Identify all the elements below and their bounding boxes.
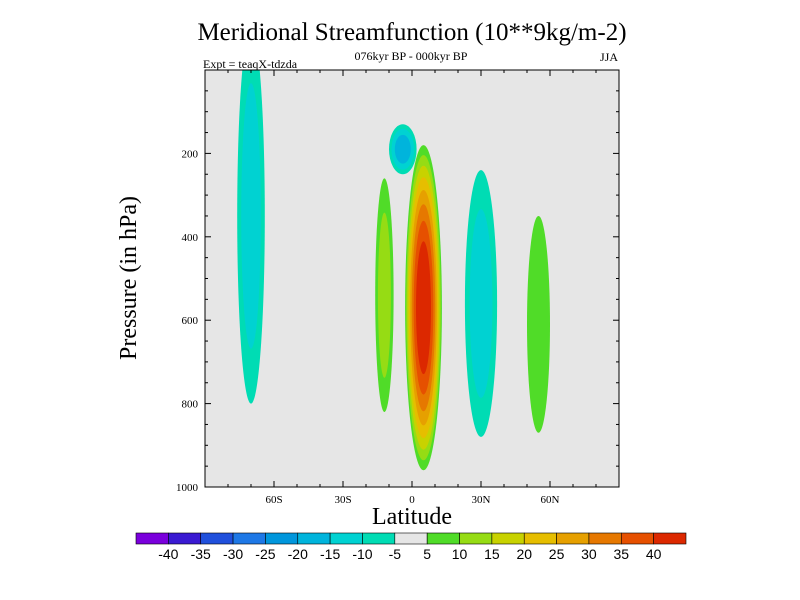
colorbar-swatch xyxy=(426,532,460,545)
colorbar-swatch xyxy=(297,532,331,545)
colorbar-swatch xyxy=(394,532,428,545)
colorbar-label: -20 xyxy=(288,546,308,562)
feature-southern-positive-flank xyxy=(375,178,394,412)
colorbar-swatch xyxy=(459,532,493,545)
feature-equatorial-positive-cell xyxy=(405,145,442,471)
contour-band xyxy=(241,83,261,349)
colorbar-label: -30 xyxy=(223,546,243,562)
chart-subtitle: 076kyr BP - 000kyr BP xyxy=(355,49,468,63)
colorbar-label: 40 xyxy=(646,546,662,562)
colorbar-swatch xyxy=(168,532,202,545)
colorbar-label: 35 xyxy=(614,546,630,562)
feature-northern-midlatitude-positive-cell xyxy=(527,215,550,433)
experiment-label: Expt = teaqX-tdzda xyxy=(203,57,298,71)
x-axis-title: Latitude xyxy=(372,504,452,530)
colorbar-label: -40 xyxy=(158,546,178,562)
colorbar-swatch xyxy=(491,532,525,545)
colorbar-swatch xyxy=(556,532,590,545)
colorbar-label: -25 xyxy=(255,546,275,562)
y-axis: 200 400 600 800 1000 xyxy=(176,69,619,494)
colorbar-swatch xyxy=(362,532,396,545)
colorbar-label: 5 xyxy=(423,546,431,562)
feature-northern-subtropical-negative-cell xyxy=(464,170,498,437)
colorbar-swatch xyxy=(200,532,234,545)
colorbar-swatch xyxy=(653,532,687,545)
colorbar-label: 20 xyxy=(516,546,532,562)
colorbar-swatch xyxy=(523,532,557,545)
colorbar-label: -10 xyxy=(352,546,372,562)
x-tick-label: 60S xyxy=(265,494,282,506)
colorbar-swatch xyxy=(232,532,266,545)
x-tick-label: 30S xyxy=(334,494,351,506)
colorbar-label: 25 xyxy=(549,546,565,562)
y-tick-label: 800 xyxy=(182,399,199,411)
y-tick-label: 200 xyxy=(182,148,199,160)
x-tick-label: 30N xyxy=(472,494,491,506)
colorbar-label: 15 xyxy=(484,546,500,562)
colorbar: -40 -35 -30 -25 -20 -15 -10 -5 5 10 15 20 25 30 35 40 xyxy=(135,532,687,562)
plot-frame xyxy=(204,69,620,488)
chart-title: Meridional Streamfunction (10**9kg/m-2) xyxy=(197,19,626,46)
colorbar-swatch xyxy=(588,532,622,545)
y-tick-label: 1000 xyxy=(176,482,199,494)
season-label: JJA xyxy=(600,50,618,64)
colorbar-label: 10 xyxy=(452,546,468,562)
colorbar-swatch xyxy=(135,532,169,545)
colorbar-swatch xyxy=(329,532,363,545)
colorbar-label: -35 xyxy=(191,546,211,562)
contour-band xyxy=(469,209,493,398)
contour-band xyxy=(527,215,550,433)
y-tick-label: 600 xyxy=(182,315,199,327)
plot-area xyxy=(205,70,619,487)
contour-band xyxy=(394,134,411,164)
colorbar-swatch xyxy=(620,532,654,545)
y-axis-title: Pressure (in hPa) xyxy=(116,196,142,360)
y-tick-label: 400 xyxy=(182,232,199,244)
colorbar-label: 30 xyxy=(581,546,597,562)
x-tick-label: 0 xyxy=(409,494,415,506)
feature-upper-tropical-negative-cell xyxy=(389,124,417,175)
feature-southern-hemisphere-negative-cell xyxy=(237,70,265,404)
contour-band xyxy=(416,241,431,375)
colorbar-swatch xyxy=(265,532,299,545)
x-tick-label: 60N xyxy=(541,494,560,506)
colorbar-label: -5 xyxy=(389,546,402,562)
colorbar-label: -15 xyxy=(320,546,340,562)
contour-band xyxy=(377,212,391,378)
